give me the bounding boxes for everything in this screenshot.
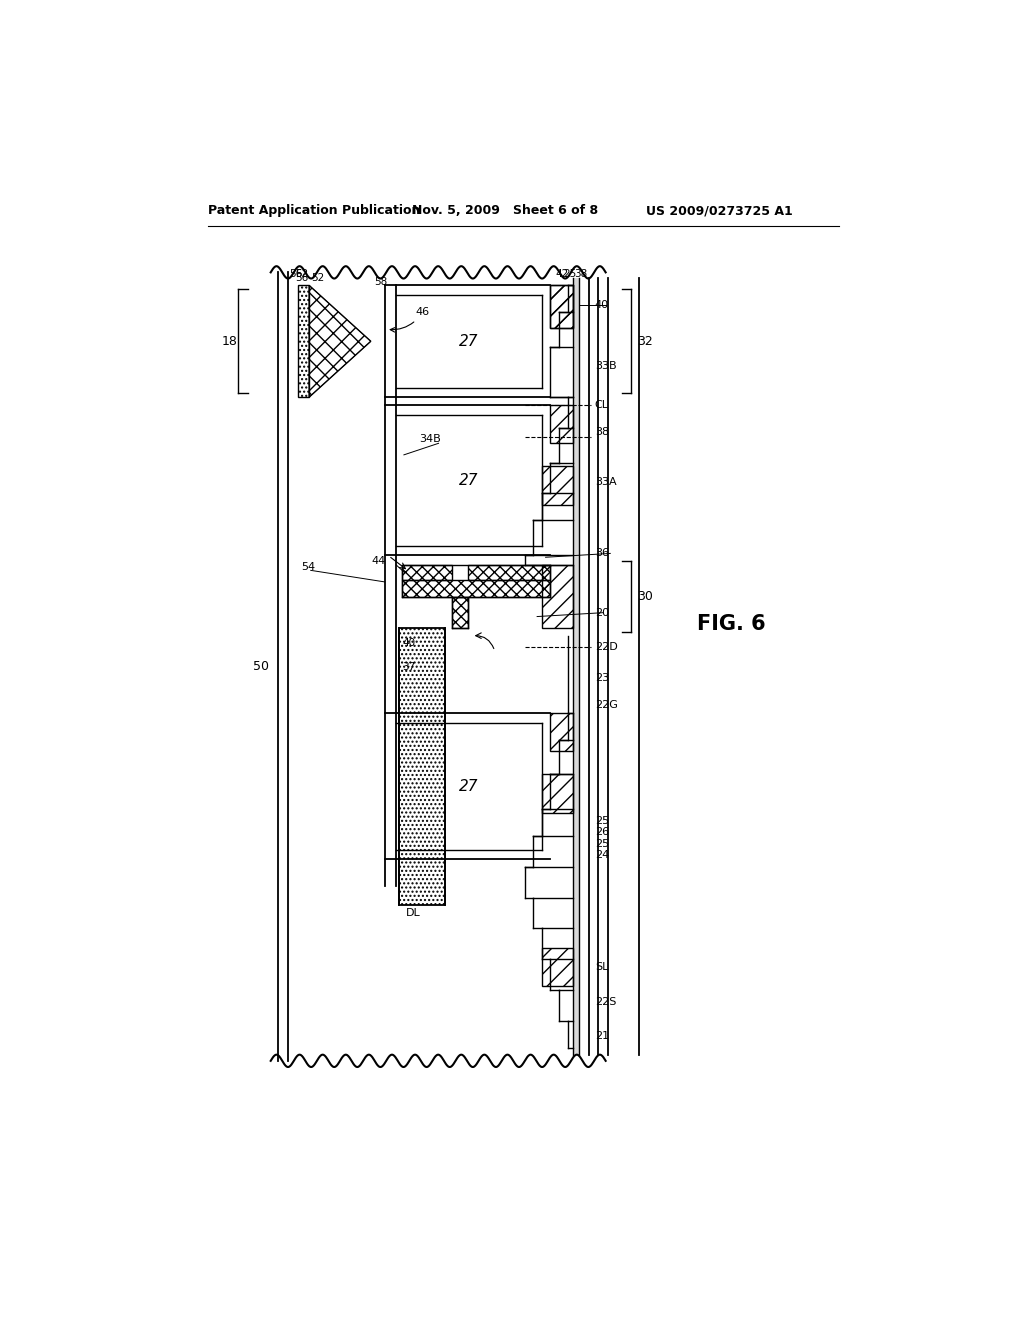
Bar — [402, 581, 550, 598]
Text: 46: 46 — [390, 308, 430, 333]
Bar — [542, 466, 573, 506]
Text: 40: 40 — [402, 639, 416, 648]
Text: 24: 24 — [595, 850, 609, 861]
Bar — [542, 565, 573, 628]
Text: US 2009/0273725 A1: US 2009/0273725 A1 — [646, 205, 794, 218]
Text: 22D: 22D — [595, 643, 617, 652]
Bar — [468, 565, 550, 581]
Text: 25: 25 — [595, 838, 609, 849]
Text: 27: 27 — [459, 779, 479, 793]
Text: 38: 38 — [595, 426, 609, 437]
Text: 38: 38 — [574, 269, 588, 279]
Text: CL: CL — [595, 400, 609, 409]
Text: 42: 42 — [555, 269, 568, 279]
Text: 21: 21 — [595, 1031, 609, 1041]
Text: FIG. 6: FIG. 6 — [697, 614, 766, 634]
Bar — [398, 628, 444, 906]
Bar — [550, 713, 573, 751]
Text: DL: DL — [407, 908, 421, 917]
Text: 26: 26 — [595, 828, 609, 837]
Bar — [542, 775, 573, 813]
Text: 58: 58 — [375, 277, 388, 286]
Text: 32: 32 — [637, 335, 653, 347]
Bar — [573, 277, 580, 1056]
Text: 33A: 33A — [595, 477, 616, 487]
Bar — [298, 285, 309, 397]
Text: 25: 25 — [595, 816, 609, 825]
Text: 52: 52 — [296, 269, 309, 279]
Text: 40: 40 — [595, 300, 609, 310]
Bar — [550, 285, 573, 327]
Text: Nov. 5, 2009   Sheet 6 of 8: Nov. 5, 2009 Sheet 6 of 8 — [412, 205, 598, 218]
Bar — [550, 405, 573, 444]
Text: 22G: 22G — [595, 700, 617, 710]
Bar — [453, 598, 468, 628]
Text: 30: 30 — [637, 590, 653, 603]
Text: SL: SL — [595, 962, 608, 972]
Text: 54: 54 — [301, 561, 315, 572]
Text: 36: 36 — [595, 548, 609, 558]
Bar — [542, 948, 573, 986]
Text: 27: 27 — [459, 473, 479, 488]
Text: Patent Application Publication: Patent Application Publication — [208, 205, 420, 218]
Text: 37: 37 — [402, 661, 416, 672]
Text: 52: 52 — [310, 273, 324, 282]
Text: 34B: 34B — [419, 434, 441, 445]
Bar — [550, 285, 573, 327]
Text: 44: 44 — [371, 556, 385, 566]
Text: 56: 56 — [289, 269, 302, 279]
Text: 22S: 22S — [595, 997, 616, 1007]
Text: 56: 56 — [295, 273, 308, 282]
Text: 20: 20 — [595, 607, 609, 618]
Bar — [402, 565, 453, 581]
Text: 27: 27 — [459, 334, 479, 350]
Text: 18: 18 — [221, 335, 238, 347]
Text: 33B: 33B — [595, 362, 616, 371]
Text: 25: 25 — [563, 269, 577, 279]
Text: 23: 23 — [595, 673, 609, 684]
Text: 50: 50 — [254, 660, 269, 673]
